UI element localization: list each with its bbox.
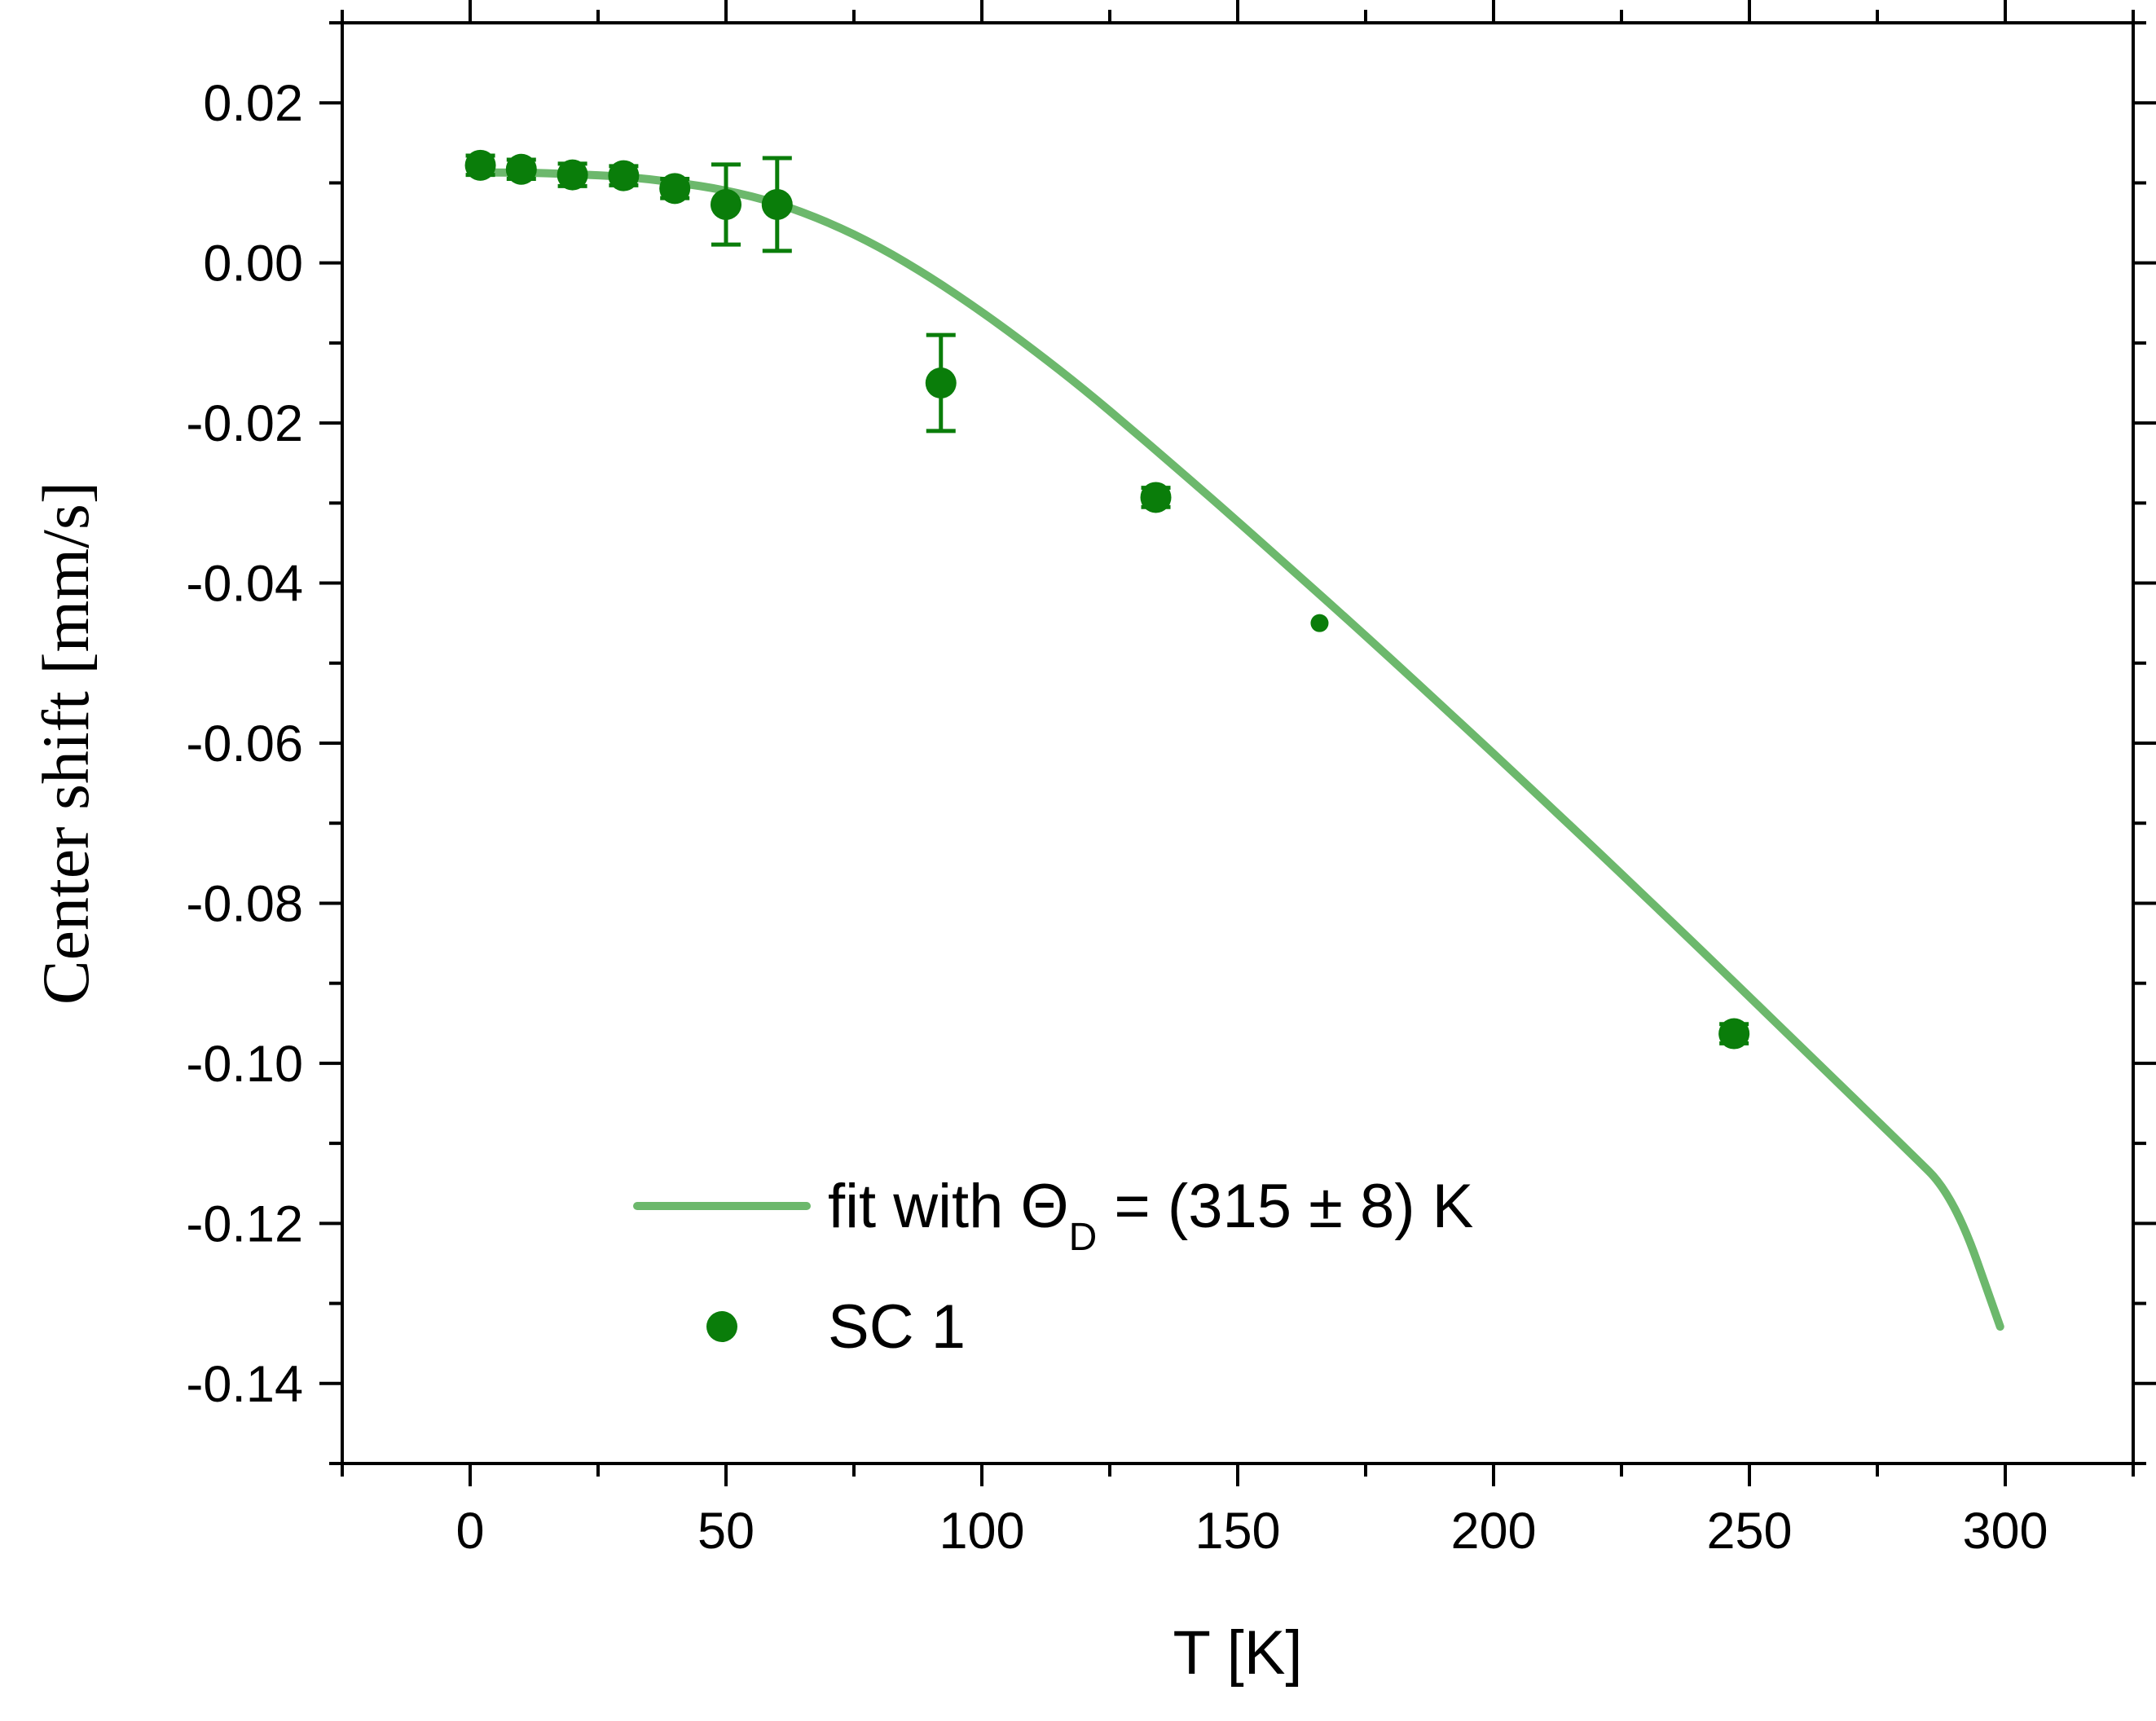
legend-fit-label: fit with ΘD = (315 ± 8) K (828, 1172, 1473, 1259)
y-tick-label: -0.04 (186, 556, 303, 613)
x-tick-label: 0 (455, 1503, 484, 1560)
data-point (464, 149, 496, 181)
data-point (925, 368, 957, 398)
x-axis-title: T [K] (1173, 1618, 1302, 1688)
data-point (1310, 614, 1329, 632)
data-point (1718, 1018, 1750, 1050)
x-tick-label: 100 (939, 1503, 1024, 1560)
x-tick-label: 250 (1706, 1503, 1792, 1560)
y-tick-label: 0.00 (203, 235, 303, 293)
x-tick-label: 50 (697, 1503, 755, 1560)
x-tick-label: 300 (1962, 1503, 2048, 1560)
data-point (761, 188, 793, 220)
y-axis-title: Center shift [mm/s] (29, 482, 103, 1005)
ticks: 0 50 100 150 200 250 300 0.02 0.00 -0.02 -0.04 -0.0… (186, 0, 2156, 1560)
data-point (711, 188, 741, 220)
x-tick-label: 150 (1195, 1503, 1280, 1560)
data-point (659, 173, 691, 205)
y-tick-label: -0.14 (186, 1356, 303, 1413)
plot-frame (341, 21, 2135, 1465)
y-tick-label: -0.06 (186, 715, 303, 772)
data-point (557, 159, 588, 191)
x-tick-label: 200 (1450, 1503, 1536, 1560)
y-tick-label: -0.12 (186, 1195, 303, 1252)
fit-curve (476, 168, 2004, 1331)
data-point (1140, 482, 1172, 513)
y-tick-label: 0.02 (203, 75, 303, 132)
y-tick-label: -0.10 (186, 1036, 303, 1093)
y-tick-label: -0.08 (186, 875, 303, 932)
y-tick-label: -0.02 (186, 395, 303, 452)
legend-points-swatch (706, 1311, 737, 1342)
data-point (608, 160, 640, 191)
axes (341, 21, 2135, 1465)
axis-titles: T [K] Center shift [mm/s] (29, 482, 1303, 1688)
data-series (464, 149, 1750, 1050)
data-point (505, 153, 537, 185)
legend-points-label: SC 1 (828, 1292, 966, 1362)
legend: fit with ΘD = (315 ± 8) K SC 1 (633, 1172, 1473, 1362)
fit-series (476, 168, 2004, 1331)
